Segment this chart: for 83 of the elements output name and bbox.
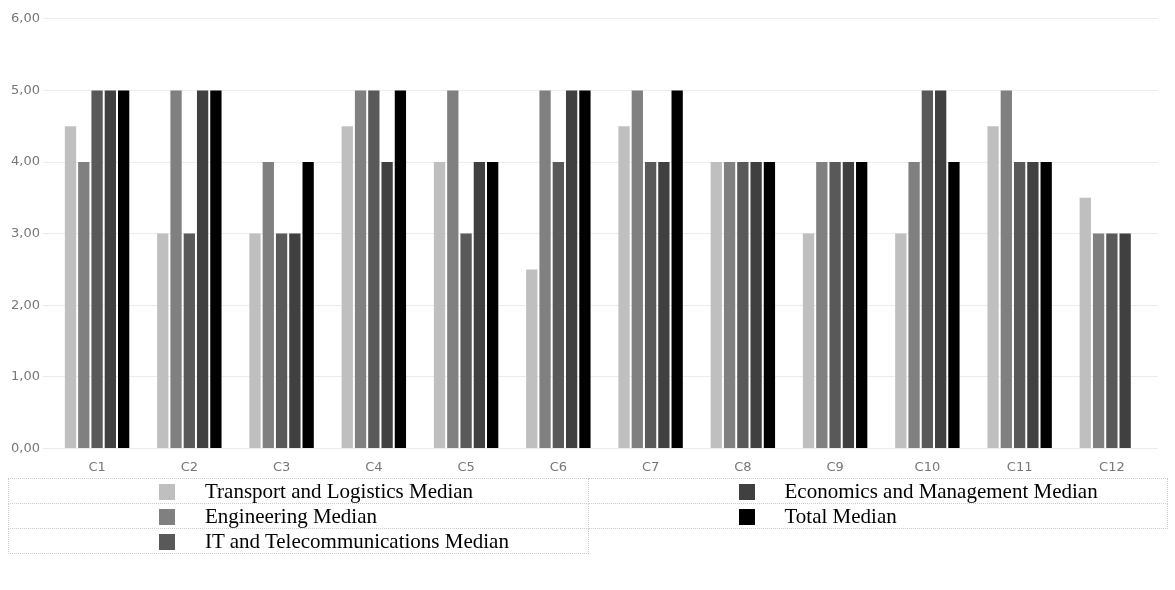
bar xyxy=(354,90,367,448)
x-tick-label: C6 xyxy=(549,458,568,474)
bar xyxy=(1119,233,1131,448)
bar xyxy=(526,269,538,448)
x-tick-label: C3 xyxy=(272,458,291,474)
bar xyxy=(210,90,222,448)
bar xyxy=(368,90,380,448)
y-tick-label: 0,00 xyxy=(10,439,40,455)
bar xyxy=(644,162,657,448)
bar xyxy=(1106,233,1118,448)
bar xyxy=(552,162,564,448)
bar xyxy=(447,90,459,448)
bar xyxy=(710,162,722,448)
bar xyxy=(658,162,670,448)
bar xyxy=(394,90,407,448)
bar xyxy=(829,162,841,448)
y-tick-label: 4,00 xyxy=(10,153,40,169)
legend-label: Engineering Median xyxy=(205,504,378,528)
x-tick-label: C9 xyxy=(826,458,844,474)
legend-label: Transport and Logistics Median xyxy=(205,479,474,503)
x-tick-label: C5 xyxy=(457,458,475,474)
bar xyxy=(1092,233,1105,448)
bar xyxy=(91,90,103,448)
bar xyxy=(948,162,960,448)
bar xyxy=(64,126,77,448)
bar xyxy=(618,126,630,448)
bar xyxy=(1079,197,1091,448)
x-tick-label: C2 xyxy=(180,458,199,474)
bar xyxy=(763,162,776,448)
legend-label: Total Median xyxy=(784,504,897,528)
bar xyxy=(842,162,855,448)
bar xyxy=(249,233,261,448)
y-tick-label: 6,00 xyxy=(10,10,40,26)
bar xyxy=(671,90,683,448)
bar xyxy=(78,162,90,448)
bar xyxy=(473,162,486,448)
bar xyxy=(341,126,353,448)
bar xyxy=(104,90,116,448)
bar xyxy=(921,90,934,448)
bar xyxy=(1040,162,1052,448)
y-tick-label: 5,00 xyxy=(10,81,40,97)
bar xyxy=(433,162,446,448)
bar xyxy=(460,233,472,448)
x-tick-label: C7 xyxy=(641,458,660,474)
bar xyxy=(816,162,828,448)
bar xyxy=(275,233,288,448)
x-tick-label: C8 xyxy=(734,458,752,474)
bar xyxy=(302,162,314,448)
bar xyxy=(565,90,578,448)
bar xyxy=(118,90,130,448)
bar xyxy=(908,162,920,448)
bar xyxy=(1027,162,1039,448)
bar xyxy=(487,162,499,448)
x-tick-label: C11 xyxy=(1006,458,1033,474)
bar xyxy=(579,90,591,448)
bar xyxy=(802,233,815,448)
bar xyxy=(935,90,947,448)
bar xyxy=(737,162,749,448)
legend-label: Economics and Management Median xyxy=(784,479,1098,503)
bar xyxy=(723,162,736,448)
bar xyxy=(750,162,762,448)
x-tick-label: C1 xyxy=(88,458,106,474)
bar xyxy=(289,233,301,448)
bar xyxy=(1000,90,1012,448)
x-tick-label: C4 xyxy=(365,458,383,474)
bar xyxy=(1013,162,1026,448)
y-tick-label: 1,00 xyxy=(10,368,40,384)
bar xyxy=(157,233,169,448)
bar xyxy=(895,233,907,448)
y-tick-label: 2,00 xyxy=(10,296,40,312)
legend-label: IT and Telecommunications Median xyxy=(205,529,509,553)
bar xyxy=(539,90,551,448)
y-tick-label: 3,00 xyxy=(10,224,40,240)
bar xyxy=(183,233,195,448)
bar xyxy=(196,90,209,448)
bar xyxy=(631,90,643,448)
bar xyxy=(856,162,868,448)
x-tick-label: C12 xyxy=(1099,458,1125,474)
bar xyxy=(170,90,182,448)
bar xyxy=(262,162,274,448)
bar xyxy=(381,162,393,448)
bar xyxy=(987,126,999,448)
x-tick-label: C10 xyxy=(914,458,941,474)
